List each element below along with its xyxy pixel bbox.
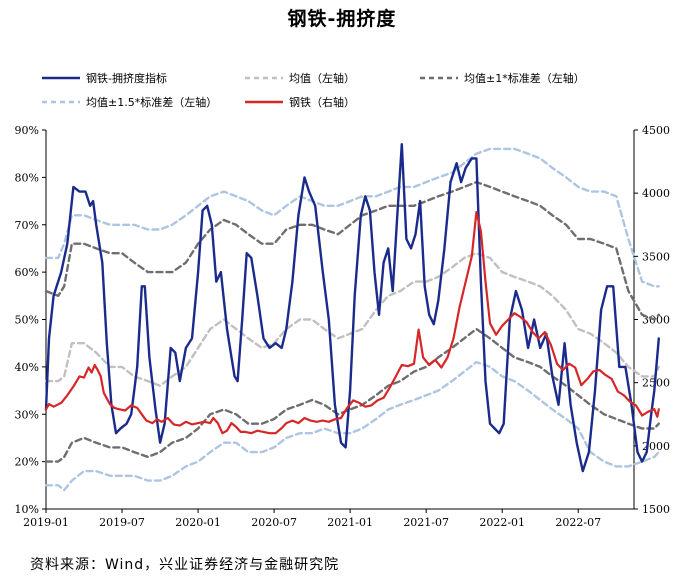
- y-right-tick-label: 4500: [642, 124, 670, 137]
- plot-area: [44, 143, 660, 492]
- series-line-index: [44, 143, 660, 473]
- y-right-tick-label: 3500: [642, 250, 670, 263]
- x-tick-label: 2020-01: [175, 516, 221, 529]
- x-tick-label: 2019-07: [99, 516, 145, 529]
- x-tick-label: 2022-01: [479, 516, 525, 529]
- source-note: 资料来源：Wind，兴业证券经济与金融研究院: [30, 557, 340, 573]
- y-left-tick-label: 60%: [15, 266, 39, 279]
- x-tick-label: 2021-07: [403, 516, 449, 529]
- x-tick-label: 2022-07: [555, 516, 601, 529]
- y-left-tick-label: 90%: [15, 124, 39, 137]
- y-right-tick-label: 3000: [642, 314, 670, 327]
- series-line-steel: [44, 211, 660, 435]
- legend-label-steel: 钢铁（右轴）: [289, 95, 355, 109]
- y-left-tick-label: 20%: [15, 456, 39, 469]
- y-right-tick-label: 1500: [642, 503, 670, 516]
- y-left-tick-label: 40%: [15, 361, 39, 374]
- y-left-tick-label: 70%: [15, 219, 39, 232]
- y-left-tick-label: 30%: [15, 408, 39, 421]
- y-left-tick-label: 50%: [15, 314, 39, 327]
- series-line-sd1_upper: [44, 180, 660, 321]
- series-line-mean: [44, 252, 660, 387]
- series-line-sd15_lower: [44, 360, 660, 492]
- x-tick-label: 2020-07: [251, 516, 297, 529]
- legend-label-sd1: 均值±1*标准差（左轴）: [464, 71, 585, 85]
- legend-label-mean: 均值（左轴）: [289, 71, 355, 85]
- legend: 钢铁-拥挤度指标 均值（左轴） 均值±1*标准差（左轴） 均值±1.5*标准差（左轴）…: [42, 71, 585, 109]
- y-right-tick-label: 2000: [642, 440, 670, 453]
- chart-title: 钢铁-拥挤度: [287, 8, 397, 30]
- axes: 10%20%30%40%50%60%70%80%90%1500200025003…: [15, 124, 670, 529]
- series-line-sd15_upper: [44, 147, 660, 288]
- x-tick-label: 2019-01: [23, 516, 69, 529]
- x-tick-label: 2021-01: [327, 516, 373, 529]
- y-right-tick-label: 4000: [642, 187, 670, 200]
- legend-label-index: 钢铁-拥挤度指标: [86, 71, 167, 85]
- y-left-tick-label: 10%: [15, 503, 39, 516]
- legend-label-sd15: 均值±1.5*标准差（左轴）: [86, 95, 217, 109]
- y-left-tick-label: 80%: [15, 171, 39, 184]
